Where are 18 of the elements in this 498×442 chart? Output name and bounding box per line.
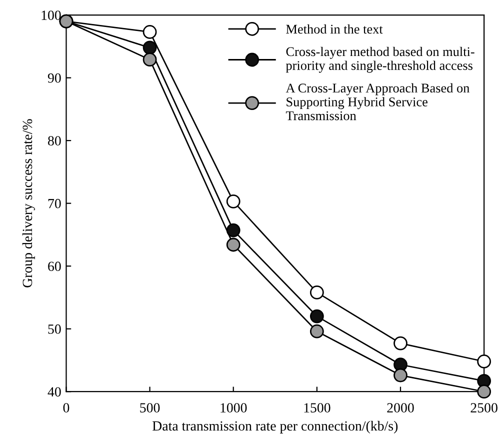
legend-label: A Cross-Layer Approach Based on Supporting Hybrid Service Transmission [286, 83, 470, 120]
x-tick-label: 2500 [470, 403, 498, 412]
x-tick-label: 500 [140, 403, 160, 412]
x-tick-label: 1500 [304, 403, 330, 412]
legend-label: Method in the text [286, 24, 383, 34]
y-tick-label: 60 [48, 262, 61, 272]
y-tick-label: 90 [48, 73, 61, 83]
x-axis-title: Data transmission rate per connection/(kb/s) [152, 420, 398, 434]
y-tick-label: 100 [42, 10, 61, 20]
y-tick-label: 80 [48, 136, 61, 146]
y-axis-title: Group delivery success rate/% [22, 119, 35, 288]
x-tick-label: 2000 [387, 403, 414, 412]
x-tick-label: 1000 [220, 403, 247, 412]
legend-label: Cross-layer method based on multi- priority and single-threshold access [286, 46, 474, 73]
x-tick-label: 0 [63, 403, 70, 412]
y-tick-label: 40 [48, 387, 61, 397]
y-tick-label: 70 [48, 198, 61, 208]
y-tick-label: 50 [48, 324, 61, 334]
